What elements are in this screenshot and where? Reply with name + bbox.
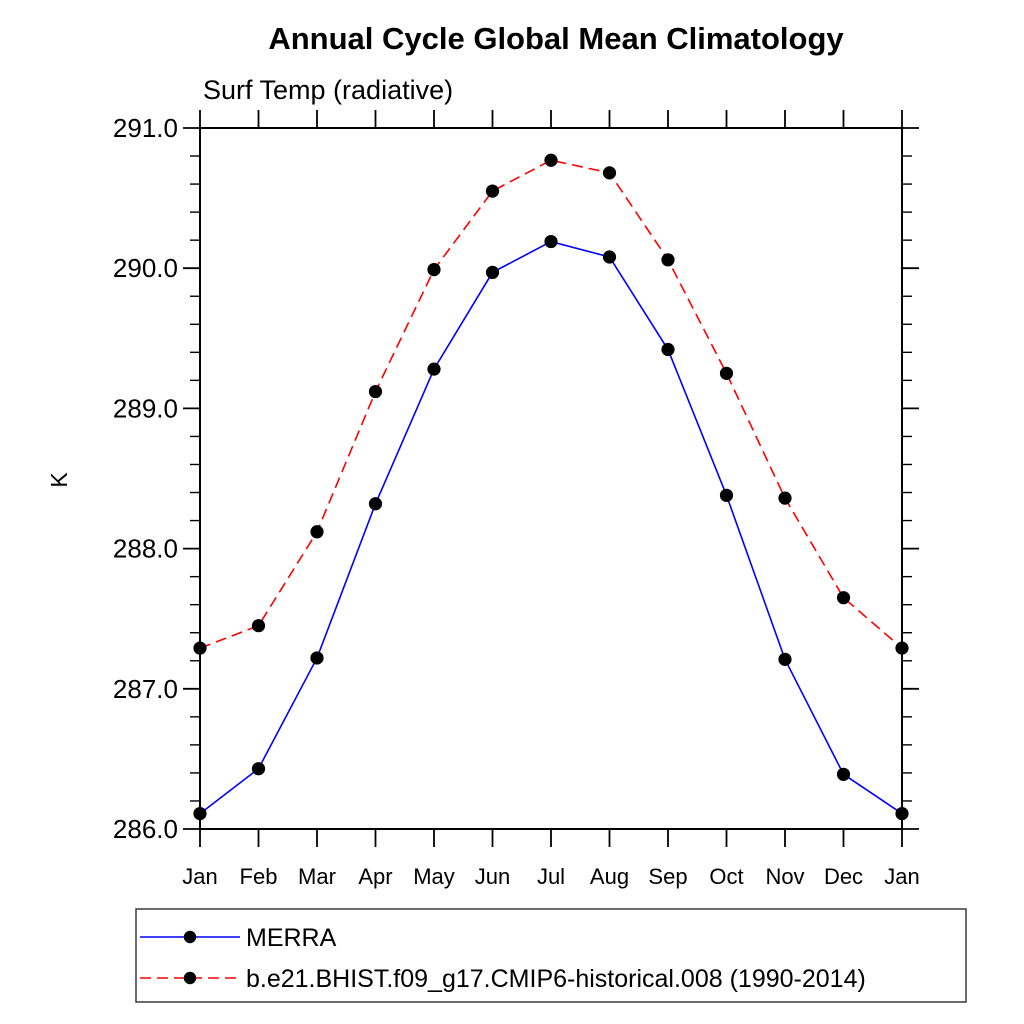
x-tick-label: Nov <box>765 864 804 889</box>
series-marker-model <box>251 619 266 633</box>
series-marker-merra <box>836 767 851 781</box>
series-marker-merra <box>895 806 909 821</box>
series-marker-model <box>368 384 383 399</box>
series-marker-model <box>310 525 324 539</box>
series-marker-model <box>602 166 617 180</box>
series-marker-model <box>544 153 558 167</box>
series-marker-model <box>485 184 500 198</box>
y-axis-label: K <box>46 472 72 488</box>
x-tick-label: Jan <box>182 864 217 889</box>
y-tick-label: 290.0 <box>113 253 178 283</box>
series-marker-merra <box>778 652 792 666</box>
series-line-merra <box>199 240 903 815</box>
chart-subtitle: Surf Temp (radiative) <box>203 75 453 105</box>
x-tick-label: May <box>413 864 455 889</box>
series-marker-model <box>836 591 851 605</box>
y-tick-label: 286.0 <box>113 814 178 844</box>
legend-marker <box>183 971 197 985</box>
series-marker-merra <box>485 265 500 280</box>
series-marker-model <box>719 366 734 380</box>
x-tick-label: Apr <box>358 864 392 889</box>
legend-label: MERRA <box>246 924 337 952</box>
plot-layer: Jan Feb Mar Apr May Jun Jul Aug Sep Oct Nov Dec Jan2… <box>113 110 920 889</box>
x-tick-label: Sep <box>648 864 687 889</box>
series-marker-merra <box>602 250 617 264</box>
y-tick-label: 291.0 <box>113 113 178 143</box>
x-tick-label: Dec <box>824 864 863 889</box>
x-tick-label: Aug <box>590 864 629 889</box>
plot-box <box>199 127 903 830</box>
legend-marker <box>183 930 197 944</box>
x-tick-label: Jun <box>475 864 510 889</box>
x-tick-label: Oct <box>709 864 743 889</box>
x-tick-label: Jul <box>537 864 565 889</box>
x-tick-label: Mar <box>298 864 336 889</box>
x-tick-label: Feb <box>240 864 278 889</box>
series-marker-model <box>895 641 909 655</box>
series-marker-model <box>427 263 441 277</box>
series-marker-merra <box>719 488 734 502</box>
series-line-model <box>199 159 903 649</box>
series-marker-model <box>661 253 675 267</box>
legend-box <box>135 908 967 1003</box>
series-marker-merra <box>193 806 207 821</box>
series-marker-merra <box>661 342 675 357</box>
series-marker-merra <box>368 497 383 511</box>
series-marker-model <box>778 491 792 505</box>
legend: MERRA b.e21.BHIST.f09_g17.CMIP6-historica… <box>135 908 967 1003</box>
series-marker-merra <box>310 651 324 665</box>
series-marker-merra <box>544 234 558 249</box>
legend-label: b.e21.BHIST.f09_g17.CMIP6-historical.008… <box>246 965 866 993</box>
series-marker-merra <box>427 362 441 376</box>
chart-title: Annual Cycle Global Mean Climatology <box>268 21 844 56</box>
x-tick-label: Jan <box>884 864 919 889</box>
y-tick-label: 287.0 <box>113 674 178 704</box>
y-tick-label: 288.0 <box>113 534 178 564</box>
series-marker-model <box>193 641 207 655</box>
series-marker-merra <box>251 762 266 776</box>
y-tick-label: 289.0 <box>113 393 178 423</box>
